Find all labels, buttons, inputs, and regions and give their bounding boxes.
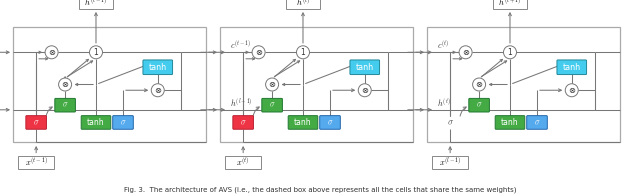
Text: tanh: tanh (87, 118, 105, 127)
Text: ⊗: ⊗ (48, 48, 55, 57)
Text: 1: 1 (301, 48, 305, 57)
Text: $\sigma$: $\sigma$ (240, 118, 246, 127)
Bar (427, 27, 620, 142)
Bar (286, 0, 320, 8)
Text: $\sigma$: $\sigma$ (534, 118, 540, 127)
Circle shape (459, 46, 472, 59)
FancyBboxPatch shape (495, 116, 525, 129)
Bar (432, 155, 468, 169)
Circle shape (565, 84, 579, 97)
Text: ⊗: ⊗ (61, 80, 68, 89)
Text: $\sigma$: $\sigma$ (447, 118, 454, 127)
FancyBboxPatch shape (262, 98, 282, 112)
Circle shape (151, 84, 164, 97)
FancyBboxPatch shape (469, 98, 490, 112)
FancyBboxPatch shape (350, 60, 380, 74)
Bar (220, 27, 413, 142)
Text: 1: 1 (93, 48, 99, 57)
Circle shape (504, 46, 516, 59)
Text: $\sigma$: $\sigma$ (269, 101, 275, 110)
Text: ⊗: ⊗ (462, 48, 469, 57)
Text: ⊗: ⊗ (361, 86, 368, 95)
FancyBboxPatch shape (527, 116, 547, 129)
Text: ⊗: ⊗ (255, 48, 262, 57)
Text: $c^{(t-1)}$: $c^{(t-1)}$ (230, 39, 251, 51)
Circle shape (358, 84, 371, 97)
Circle shape (45, 46, 58, 59)
FancyBboxPatch shape (143, 60, 173, 74)
Circle shape (266, 78, 278, 91)
Text: $h^{(t+1)}$: $h^{(t+1)}$ (498, 0, 522, 8)
Circle shape (252, 46, 265, 59)
Text: tanh: tanh (294, 118, 312, 127)
Circle shape (90, 46, 102, 59)
Text: tanh: tanh (501, 118, 519, 127)
Text: $\sigma$: $\sigma$ (62, 101, 68, 110)
Bar (225, 155, 261, 169)
Text: tanh: tanh (148, 63, 167, 72)
Circle shape (296, 46, 310, 59)
Text: ⊗: ⊗ (568, 86, 575, 95)
FancyBboxPatch shape (233, 116, 253, 129)
FancyBboxPatch shape (26, 116, 47, 129)
Bar (493, 0, 527, 8)
Bar (79, 0, 113, 8)
Text: 1: 1 (508, 48, 513, 57)
Bar (18, 155, 54, 169)
Text: tanh: tanh (356, 63, 374, 72)
Text: $x^{(t)}$: $x^{(t)}$ (236, 156, 250, 168)
Text: $x^{(t-1)}$: $x^{(t-1)}$ (25, 156, 47, 168)
Text: $\sigma$: $\sigma$ (327, 118, 333, 127)
FancyBboxPatch shape (557, 60, 586, 74)
Text: ⊗: ⊗ (154, 86, 161, 95)
Text: $h^{(t-1)}$: $h^{(t-1)}$ (84, 0, 108, 8)
Text: $\sigma$: $\sigma$ (120, 118, 126, 127)
Text: $\sigma$: $\sigma$ (33, 118, 40, 127)
FancyBboxPatch shape (113, 116, 133, 129)
Text: $h^{(t)}$: $h^{(t)}$ (296, 0, 310, 8)
Text: $h^{(l-1)}$: $h^{(l-1)}$ (230, 97, 253, 109)
Text: tanh: tanh (563, 63, 581, 72)
Text: ⊗: ⊗ (269, 80, 276, 89)
Text: $c^{(t)}$: $c^{(t)}$ (437, 39, 449, 51)
FancyBboxPatch shape (55, 98, 76, 112)
Text: ⊗: ⊗ (476, 80, 483, 89)
Circle shape (472, 78, 486, 91)
Text: $h^{(t)}$: $h^{(t)}$ (437, 97, 451, 109)
FancyBboxPatch shape (81, 116, 111, 129)
FancyBboxPatch shape (320, 116, 340, 129)
Text: $\sigma$: $\sigma$ (476, 101, 483, 110)
Text: $x^{(l-1)}$: $x^{(l-1)}$ (439, 156, 461, 168)
Bar (13, 27, 206, 142)
FancyBboxPatch shape (288, 116, 318, 129)
Circle shape (59, 78, 72, 91)
Text: Fig. 3.  The architecture of AVS (i.e., the dashed box above represents all the : Fig. 3. The architecture of AVS (i.e., t… (124, 187, 516, 193)
